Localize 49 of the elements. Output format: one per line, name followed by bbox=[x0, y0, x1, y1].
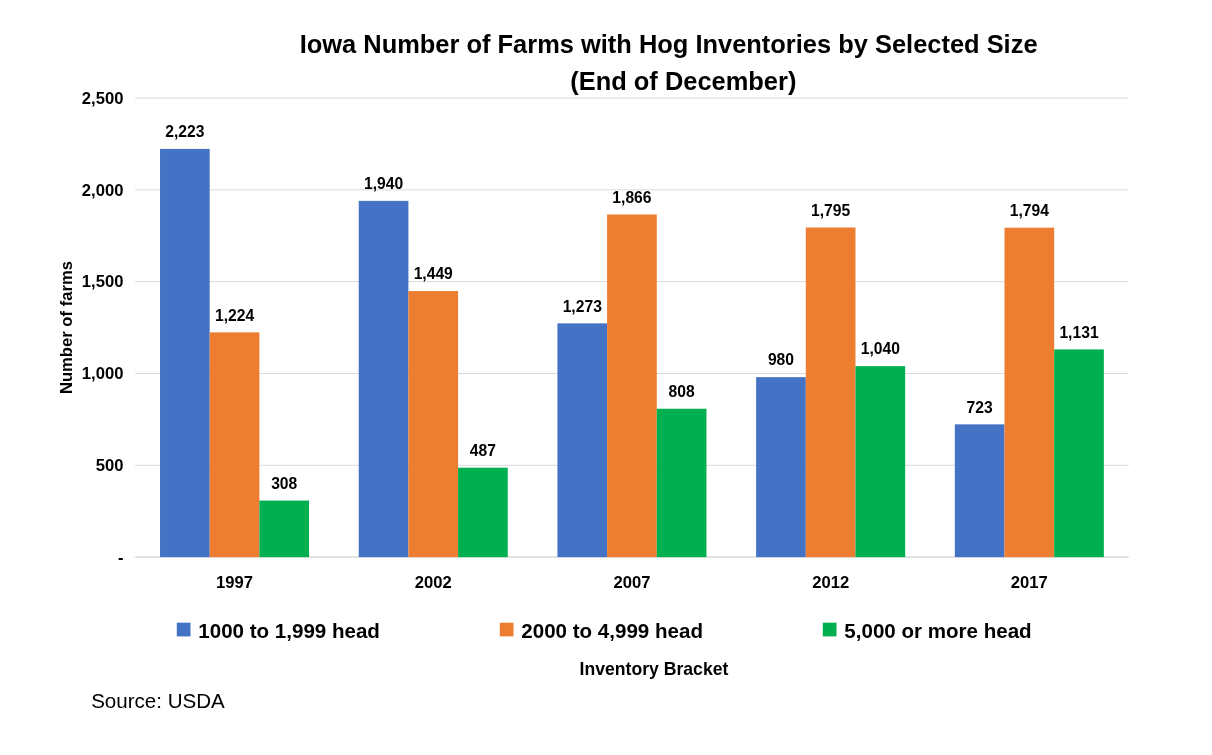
data-label: 1,040 bbox=[860, 340, 901, 358]
bar bbox=[557, 323, 608, 558]
bar bbox=[607, 214, 657, 558]
bar bbox=[358, 200, 409, 558]
bar bbox=[855, 366, 906, 558]
bar bbox=[259, 500, 310, 558]
bar bbox=[209, 332, 260, 558]
bar bbox=[458, 467, 508, 558]
x-tick-label: 2012 bbox=[812, 573, 850, 593]
legend-label: 1000 to 1,999 head bbox=[198, 618, 380, 642]
y-tick-label: 2,500 bbox=[81, 88, 124, 108]
bar bbox=[954, 424, 1005, 558]
bar bbox=[805, 227, 856, 558]
x-tick-label: 2017 bbox=[1010, 573, 1048, 593]
y-tick-label: 500 bbox=[95, 456, 124, 476]
data-label: 1,273 bbox=[562, 297, 603, 315]
data-label: 1,795 bbox=[811, 201, 851, 219]
y-tick-label: 2,000 bbox=[81, 180, 124, 200]
bar bbox=[160, 148, 210, 558]
bar bbox=[656, 408, 707, 558]
bar bbox=[408, 291, 459, 558]
x-tick-label: 1997 bbox=[216, 573, 254, 593]
data-label: 1,449 bbox=[413, 265, 454, 283]
x-axis-title: Inventory Bracket bbox=[579, 658, 729, 679]
data-label: 723 bbox=[966, 398, 994, 416]
chart-title: Iowa Number of Farms with Hog Inventories by Selected Size bbox=[299, 30, 1038, 59]
data-label: 2,223 bbox=[165, 123, 205, 141]
data-label: 808 bbox=[668, 383, 695, 400]
bar bbox=[756, 377, 806, 558]
chart-subtitle: (End of December) bbox=[570, 67, 797, 96]
data-label: 308 bbox=[271, 474, 298, 492]
data-label: 1,131 bbox=[1059, 323, 1099, 341]
x-tick-label: 2007 bbox=[613, 573, 651, 593]
x-tick-label: 2002 bbox=[414, 573, 452, 593]
legend-label: 5,000 or more head bbox=[844, 618, 1032, 642]
y-tick-label: - bbox=[117, 547, 124, 567]
data-label: 1,794 bbox=[1009, 201, 1050, 219]
y-axis-title: Number of farms bbox=[56, 261, 76, 395]
data-label: 980 bbox=[767, 351, 795, 369]
bar bbox=[1054, 349, 1104, 558]
data-label: 1,866 bbox=[612, 188, 652, 206]
data-label: 1,940 bbox=[363, 175, 404, 193]
y-tick-label: 1,000 bbox=[81, 364, 124, 384]
bar bbox=[1004, 227, 1055, 558]
y-tick-label: 1,500 bbox=[81, 272, 124, 292]
legend-label: 2000 to 4,999 head bbox=[521, 618, 703, 642]
data-label: 1,224 bbox=[214, 306, 255, 324]
source-note: Source: USDA bbox=[91, 689, 226, 713]
data-label: 487 bbox=[469, 441, 497, 459]
